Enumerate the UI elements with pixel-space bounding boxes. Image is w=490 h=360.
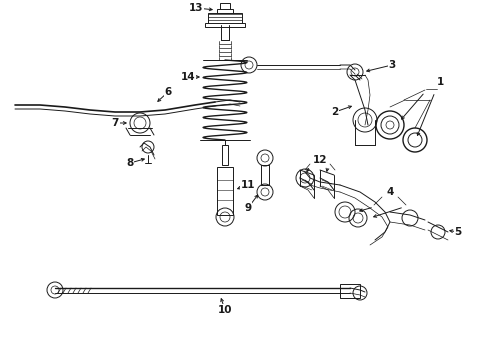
Text: 8: 8: [126, 158, 134, 168]
Text: 7: 7: [111, 118, 119, 128]
Bar: [208, 13, 242, 25]
Bar: [340, 284, 360, 298]
Text: 4: 4: [386, 187, 393, 197]
Text: 3: 3: [389, 60, 395, 70]
Text: 11: 11: [241, 180, 255, 190]
Text: 13: 13: [189, 3, 203, 13]
Text: 1: 1: [437, 77, 443, 87]
Bar: [222, 145, 228, 165]
Text: 2: 2: [331, 107, 339, 117]
Text: 5: 5: [454, 227, 462, 237]
Text: 14: 14: [181, 72, 196, 82]
Bar: [205, 23, 245, 27]
Bar: [217, 9, 233, 13]
Text: 12: 12: [313, 155, 327, 165]
Bar: [217, 167, 233, 215]
Text: 10: 10: [218, 305, 232, 315]
Text: 9: 9: [245, 203, 251, 213]
Text: 6: 6: [164, 87, 171, 97]
Bar: [220, 3, 230, 10]
